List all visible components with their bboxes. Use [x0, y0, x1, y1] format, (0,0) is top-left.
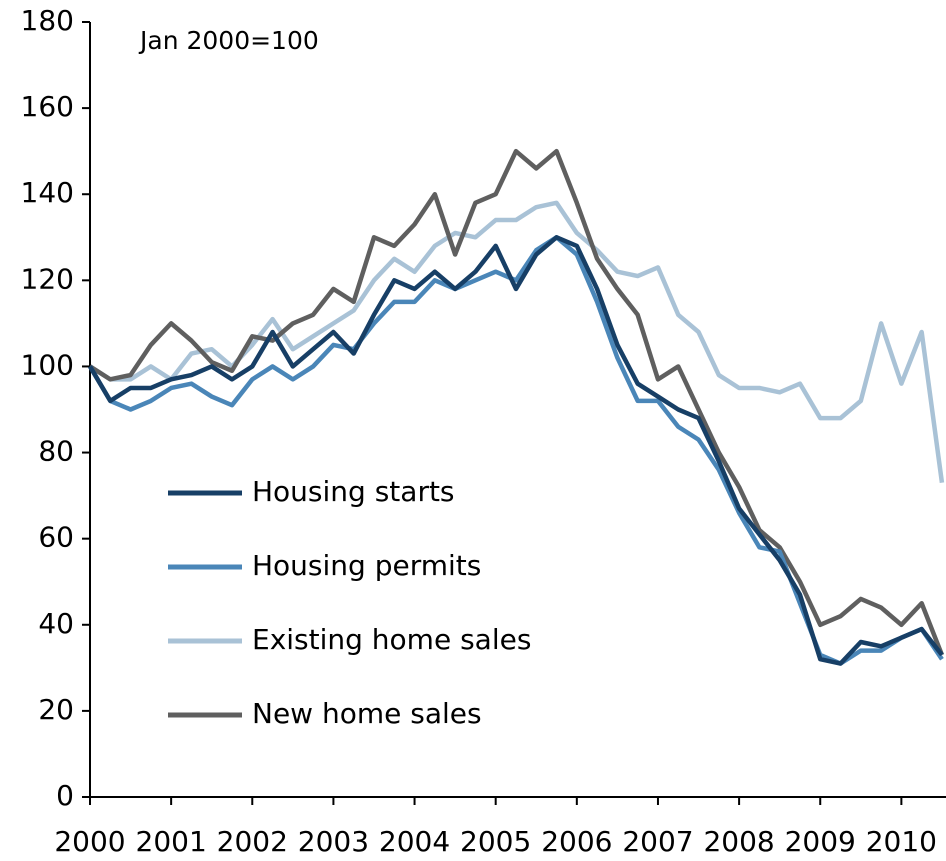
y-tick-label: 100	[21, 348, 74, 381]
legend-label: New home sales	[252, 697, 482, 730]
y-tick-label: 40	[38, 607, 74, 640]
y-tick-label: 20	[38, 693, 74, 726]
x-tick-label: 2010	[866, 825, 937, 858]
y-tick-label: 60	[38, 521, 74, 554]
legend-label: Existing home sales	[252, 623, 531, 656]
x-tick-label: 2002	[217, 825, 288, 858]
x-tick-label: 2004	[379, 825, 450, 858]
y-tick-label: 160	[21, 90, 74, 123]
y-tick-label: 120	[21, 262, 74, 295]
annotation: Jan 2000=100	[138, 26, 319, 55]
x-tick-label: 2005	[460, 825, 531, 858]
legend-label: Housing starts	[252, 475, 455, 508]
x-tick-label: 2006	[541, 825, 612, 858]
x-tick-label: 2008	[703, 825, 774, 858]
x-tick-label: 2001	[136, 825, 207, 858]
x-tick-label: 2007	[622, 825, 693, 858]
y-tick-label: 0	[56, 779, 74, 812]
x-tick-label: 2000	[54, 825, 125, 858]
x-tick-label: 2003	[298, 825, 369, 858]
x-tick-label: 2009	[785, 825, 856, 858]
legend-label: Housing permits	[252, 549, 481, 582]
series-line	[88, 235, 944, 666]
series-line	[88, 200, 945, 483]
y-tick-label: 140	[21, 176, 74, 209]
series-line	[88, 148, 945, 656]
series-line	[88, 235, 944, 666]
y-tick-label: 80	[38, 435, 74, 468]
y-tick-label: 180	[21, 4, 74, 37]
